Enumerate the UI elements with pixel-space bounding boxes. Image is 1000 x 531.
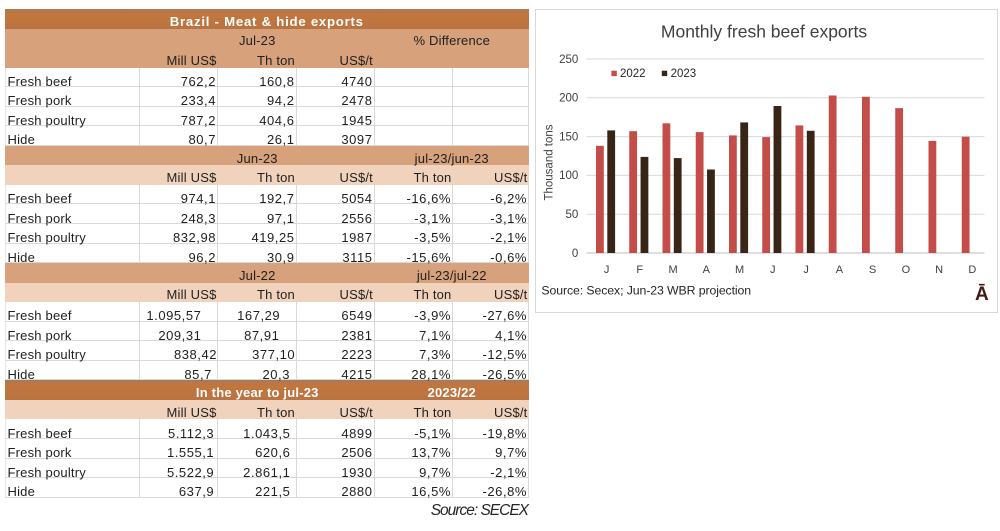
svg-text:Thousand tons: Thousand tons (543, 124, 555, 200)
svg-text:2022: 2022 (620, 67, 646, 79)
svg-text:250: 250 (559, 53, 578, 65)
svg-text:2023: 2023 (671, 67, 697, 79)
svg-text:200: 200 (559, 92, 578, 104)
svg-text:Monthly fresh beef exports: Monthly fresh beef exports (661, 21, 867, 41)
svg-text:O: O (902, 264, 911, 276)
svg-text:S: S (869, 264, 876, 276)
svg-text:A: A (703, 264, 711, 276)
svg-text:N: N (935, 264, 943, 276)
svg-text:A: A (836, 264, 844, 276)
svg-text:F: F (636, 264, 643, 276)
svg-text:M: M (735, 264, 744, 276)
svg-text:J: J (803, 264, 809, 276)
svg-text:150: 150 (559, 131, 578, 143)
svg-text:M: M (669, 264, 678, 276)
svg-text:J: J (770, 264, 776, 276)
svg-text:Source: Secex; Jun-23 WBR proj: Source: Secex; Jun-23 WBR projection (541, 283, 751, 297)
svg-text:D: D (968, 264, 976, 276)
svg-text:50: 50 (566, 209, 579, 221)
svg-text:0: 0 (572, 247, 578, 259)
svg-text:J: J (604, 264, 610, 276)
svg-text:Ā: Ā (975, 284, 989, 305)
svg-text:100: 100 (559, 170, 578, 182)
